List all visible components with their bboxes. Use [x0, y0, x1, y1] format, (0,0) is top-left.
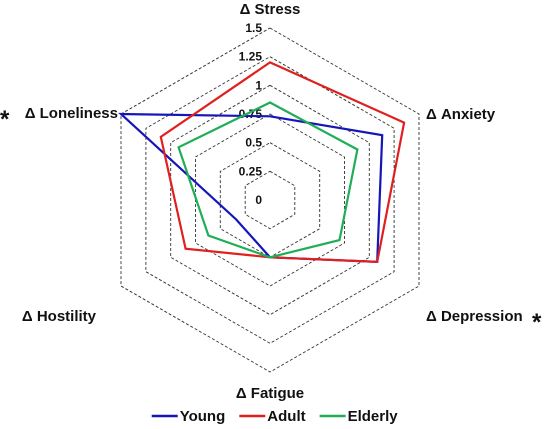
grid-ring-6	[120, 27, 420, 373]
axis-label-hostility: Δ Hostility	[22, 308, 97, 325]
grid-layer	[120, 27, 420, 373]
legend-label: Young	[180, 408, 226, 425]
grid-ring-5	[145, 56, 395, 344]
significance-asterisk: *	[0, 106, 10, 133]
series-layer	[118, 61, 406, 264]
axis-label-stress: Δ Stress	[240, 1, 301, 18]
grid-ring-2	[219, 142, 321, 258]
axis-label-anxiety: Δ Anxiety	[426, 106, 496, 123]
series-line-elderly	[177, 101, 359, 259]
legend-item-young: Young	[151, 408, 226, 425]
legend-layer: Young Adult Elderly	[151, 408, 399, 425]
tick-label: 0.25	[239, 164, 263, 178]
legend-label: Elderly	[348, 408, 399, 425]
legend-label: Adult	[267, 408, 305, 425]
tick-label: 0	[255, 193, 262, 207]
significance-asterisk: *	[532, 309, 542, 336]
tick-label: 0.5	[245, 136, 262, 150]
grid-ring-3	[195, 113, 345, 287]
tick-label: 1	[255, 78, 262, 92]
legend-item-adult: Adult	[239, 408, 306, 425]
legend-item-elderly: Elderly	[319, 408, 399, 425]
tick-label: 1.25	[239, 50, 263, 64]
axis-label-depression: Δ Depression	[426, 308, 523, 325]
grid-ring-1	[244, 170, 296, 230]
grid-ring-4	[170, 84, 370, 316]
series-line-adult	[159, 61, 406, 264]
tick-label: 1.5	[245, 21, 262, 35]
axis-label-fatigue: Δ Fatigue	[236, 385, 304, 402]
axis-label-layer: Δ Stress Δ Anxiety Δ Depression Δ Fatigue Δ …	[0, 1, 542, 402]
tick-label: 0.75	[239, 107, 263, 121]
axis-label-loneliness: Δ Loneliness	[25, 105, 118, 122]
tick-layer: 0 0.25 0.5 0.75 1 1.25 1.5	[239, 21, 263, 207]
